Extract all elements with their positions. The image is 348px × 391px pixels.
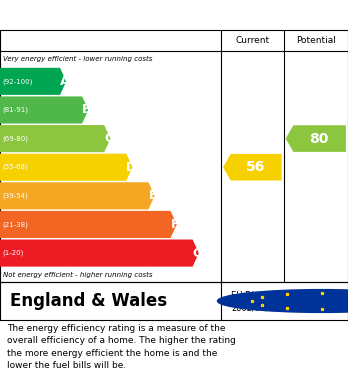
Text: (55-68): (55-68) [3, 164, 29, 170]
Text: (92-100): (92-100) [3, 78, 33, 84]
Text: EU Directive: EU Directive [231, 291, 283, 300]
Text: 56: 56 [246, 160, 266, 174]
Text: 2002/91/EC: 2002/91/EC [231, 303, 280, 312]
Circle shape [218, 290, 348, 312]
Text: (81-91): (81-91) [3, 107, 29, 113]
Text: Energy Efficiency Rating: Energy Efficiency Rating [10, 7, 220, 23]
Text: Not energy efficient - higher running costs: Not energy efficient - higher running co… [3, 272, 153, 278]
Text: (1-20): (1-20) [3, 250, 24, 256]
Polygon shape [0, 97, 88, 124]
Text: C: C [104, 132, 113, 145]
Text: (69-80): (69-80) [3, 135, 29, 142]
Text: 80: 80 [310, 132, 329, 145]
Text: (39-54): (39-54) [3, 193, 29, 199]
Polygon shape [286, 125, 346, 152]
Text: G: G [192, 247, 202, 260]
Text: The energy efficiency rating is a measure of the
overall efficiency of a home. T: The energy efficiency rating is a measur… [7, 323, 236, 370]
Polygon shape [0, 211, 177, 238]
Text: E: E [149, 189, 157, 202]
Polygon shape [0, 154, 133, 181]
Text: Potential: Potential [296, 36, 336, 45]
Polygon shape [0, 182, 155, 210]
Text: (21-38): (21-38) [3, 221, 29, 228]
Text: Very energy efficient - lower running costs: Very energy efficient - lower running co… [3, 56, 153, 62]
Text: Current: Current [235, 36, 269, 45]
Polygon shape [0, 240, 199, 267]
Text: F: F [171, 218, 179, 231]
Text: A: A [60, 75, 69, 88]
Polygon shape [0, 125, 111, 152]
Polygon shape [0, 68, 66, 95]
Text: B: B [82, 104, 91, 117]
Text: England & Wales: England & Wales [10, 292, 168, 310]
Polygon shape [223, 154, 282, 181]
Text: D: D [126, 161, 136, 174]
